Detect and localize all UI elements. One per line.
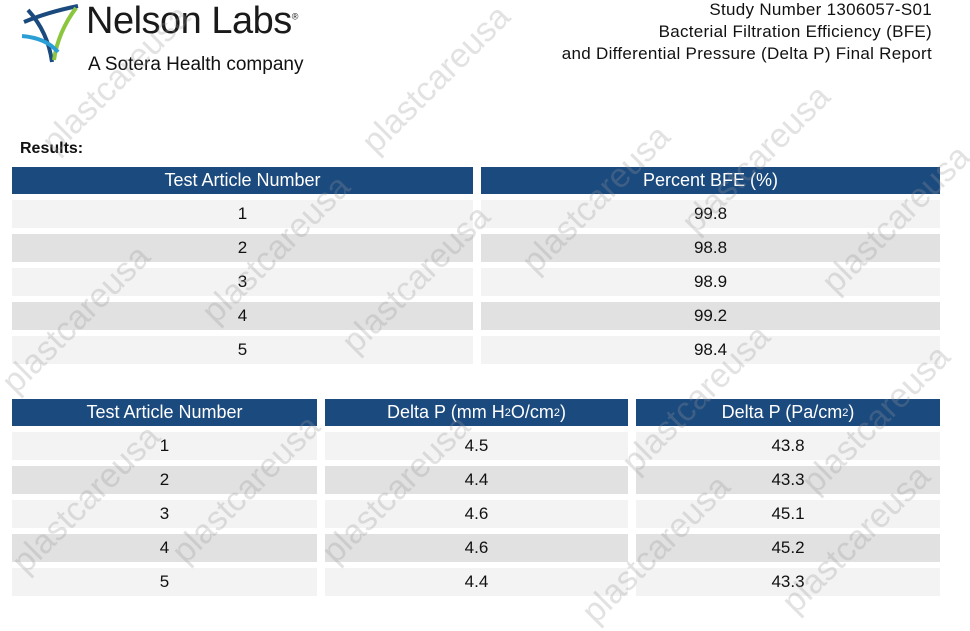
logo-name: Nelson Labs® — [86, 0, 299, 42]
table-cell: 43.3 — [636, 568, 940, 596]
table-cell: 2 — [12, 234, 473, 262]
table-cell: 3 — [12, 268, 473, 296]
column-header: Delta P (mm H 2 O/cm 2) — [325, 399, 628, 426]
table-cell: 4.6 — [325, 500, 628, 528]
table-cell: 4.5 — [325, 432, 628, 460]
column-header: Test Article Number — [12, 399, 317, 426]
logo-icon — [21, 4, 79, 63]
table-cell: 99.2 — [481, 302, 940, 330]
table-cell: 4 — [12, 534, 317, 562]
table-cell: 2 — [12, 466, 317, 494]
table-cell: 4.6 — [325, 534, 628, 562]
table-cell: 98.8 — [481, 234, 940, 262]
table-cell: 5 — [12, 568, 317, 596]
column-header: Percent BFE (%) — [481, 167, 940, 194]
table-cell: 1 — [12, 432, 317, 460]
table-cell: 98.9 — [481, 268, 940, 296]
table-cell: 4.4 — [325, 568, 628, 596]
column-header: Delta P (Pa/cm 2) — [636, 399, 940, 426]
table-cell: 4.4 — [325, 466, 628, 494]
section-title: Results: — [20, 140, 84, 157]
report-title: and Differential Pressure (Delta P) Fina… — [561, 44, 932, 63]
table-cell: 45.2 — [636, 534, 940, 562]
report-title: Bacterial Filtration Efficiency (BFE) — [658, 22, 932, 41]
table-cell: 43.3 — [636, 466, 940, 494]
table-cell: 4 — [12, 302, 473, 330]
study-number: Study Number 1306057-S01 — [709, 0, 932, 19]
table-cell: 5 — [12, 336, 473, 364]
table-cell: 3 — [12, 500, 317, 528]
watermark: plastcareusa — [354, 0, 518, 161]
logo-mark: ® — [291, 11, 299, 22]
table-cell: 99.8 — [481, 200, 940, 228]
table-cell: 98.4 — [481, 336, 940, 364]
column-header: Test Article Number — [12, 167, 473, 194]
logo-tagline: A Sotera Health company — [88, 54, 304, 75]
table-cell: 45.1 — [636, 500, 940, 528]
table-cell: 1 — [12, 200, 473, 228]
table-cell: 43.8 — [636, 432, 940, 460]
